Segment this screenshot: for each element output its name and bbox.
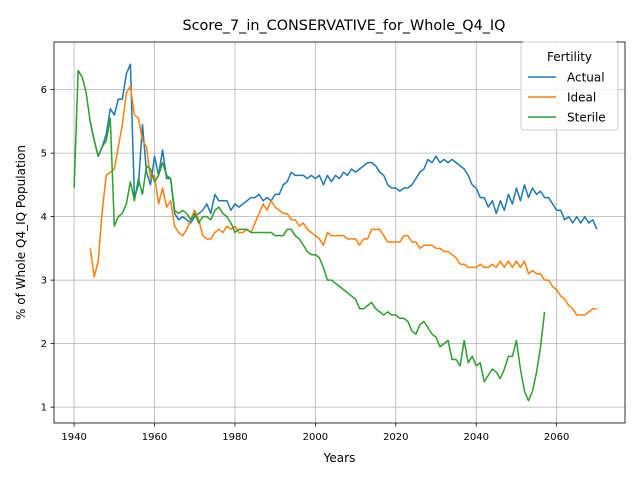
y-tick-label: 3 xyxy=(41,276,47,287)
chart-title: Score_7_in_CONSERVATIVE_for_Whole_Q4_IQ xyxy=(183,18,506,34)
series-line-actual xyxy=(89,63,598,230)
series-line-ideal xyxy=(89,85,597,316)
series-line-sterile xyxy=(73,69,546,402)
axis-ticks: 1940 1960 1980 2000 2020 2040 2060 1 2 3 4 5 6 xyxy=(41,85,570,443)
y-tick-label: 6 xyxy=(41,85,47,96)
y-tick-label: 4 xyxy=(41,212,47,223)
plot-frame xyxy=(53,41,626,424)
legend-label-actual: Actual xyxy=(567,71,605,85)
y-tick-label: 5 xyxy=(41,149,47,160)
x-tick-label: 1980 xyxy=(222,432,247,443)
x-tick-label: 2040 xyxy=(463,432,488,443)
legend-box xyxy=(520,41,619,131)
y-axis-label: % of Whole Q4_IQ Population xyxy=(14,145,28,320)
y-tick-label: 2 xyxy=(41,339,47,350)
legend-title: Fertility xyxy=(547,50,592,64)
x-tick-label: 1940 xyxy=(61,432,86,443)
legend-label-ideal: Ideal xyxy=(567,91,596,105)
legend-label-sterile: Sterile xyxy=(567,111,606,125)
x-tick-label: 1960 xyxy=(142,432,167,443)
x-tick-label: 2020 xyxy=(383,432,408,443)
plot-lines xyxy=(73,63,598,402)
legend: Fertility Actual Ideal Sterile xyxy=(520,41,619,131)
y-tick-label: 1 xyxy=(41,403,47,414)
x-axis-label: Years xyxy=(323,451,356,465)
x-tick-label: 2060 xyxy=(544,432,569,443)
x-tick-label: 2000 xyxy=(303,432,328,443)
